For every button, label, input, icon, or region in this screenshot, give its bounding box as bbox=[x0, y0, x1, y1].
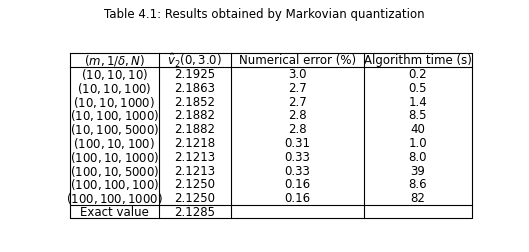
Text: $(100,10,1000)$: $(100,10,1000)$ bbox=[70, 149, 159, 164]
Text: Table 4.1: Results obtained by Markovian quantization: Table 4.1: Results obtained by Markovian… bbox=[104, 8, 425, 20]
Text: 3.0: 3.0 bbox=[288, 68, 306, 81]
Text: 0.33: 0.33 bbox=[284, 150, 310, 163]
Text: 2.1213: 2.1213 bbox=[174, 150, 215, 163]
Text: Numerical error (%): Numerical error (%) bbox=[239, 54, 356, 67]
Text: 1.0: 1.0 bbox=[408, 136, 427, 149]
Text: 8.6: 8.6 bbox=[408, 178, 427, 191]
Text: 0.16: 0.16 bbox=[284, 178, 311, 191]
Text: $(10,10,1000)$: $(10,10,1000)$ bbox=[74, 94, 156, 109]
Text: 2.1218: 2.1218 bbox=[174, 136, 215, 149]
Text: 0.16: 0.16 bbox=[284, 191, 311, 204]
Text: $(100,10,100)$: $(100,10,100)$ bbox=[74, 135, 156, 150]
Text: $(10,10,100)$: $(10,10,100)$ bbox=[77, 80, 152, 95]
Text: 82: 82 bbox=[411, 191, 425, 204]
Text: 8.0: 8.0 bbox=[408, 150, 427, 163]
Text: $(10,10,10)$: $(10,10,10)$ bbox=[81, 67, 148, 82]
Text: 2.1882: 2.1882 bbox=[174, 109, 215, 122]
Text: 0.5: 0.5 bbox=[408, 81, 427, 94]
Text: 2.1925: 2.1925 bbox=[174, 68, 215, 81]
Text: 0.31: 0.31 bbox=[284, 136, 310, 149]
Text: Algorithm time (s): Algorithm time (s) bbox=[364, 54, 472, 67]
Text: $\hat{v}_2(0, 3.0)$: $\hat{v}_2(0, 3.0)$ bbox=[167, 51, 222, 69]
Text: $(100,100,1000)$: $(100,100,1000)$ bbox=[66, 190, 163, 205]
Text: 39: 39 bbox=[411, 164, 425, 177]
Text: 2.8: 2.8 bbox=[288, 123, 306, 136]
Text: Exact value: Exact value bbox=[80, 205, 149, 218]
Text: 2.8: 2.8 bbox=[288, 109, 306, 122]
Text: 2.1852: 2.1852 bbox=[174, 95, 215, 108]
Text: 0.2: 0.2 bbox=[408, 68, 427, 81]
Text: 2.1863: 2.1863 bbox=[174, 81, 215, 94]
Text: $(m, 1/\delta, N)$: $(m, 1/\delta, N)$ bbox=[84, 53, 145, 68]
Text: 0.33: 0.33 bbox=[284, 164, 310, 177]
Text: $(10,100,1000)$: $(10,100,1000)$ bbox=[70, 108, 159, 123]
Text: 1.4: 1.4 bbox=[408, 95, 427, 108]
Text: 2.1285: 2.1285 bbox=[174, 205, 215, 218]
Text: 2.7: 2.7 bbox=[288, 95, 307, 108]
Text: 2.1250: 2.1250 bbox=[174, 191, 215, 204]
Text: 8.5: 8.5 bbox=[408, 109, 427, 122]
Text: 40: 40 bbox=[411, 123, 425, 136]
Text: $(100,10,5000)$: $(100,10,5000)$ bbox=[70, 163, 159, 178]
Text: 2.1213: 2.1213 bbox=[174, 164, 215, 177]
Text: $(100,100,100)$: $(100,100,100)$ bbox=[70, 177, 159, 192]
Text: $(10,100,5000)$: $(10,100,5000)$ bbox=[70, 122, 159, 137]
Text: 2.1882: 2.1882 bbox=[174, 123, 215, 136]
Text: 2.7: 2.7 bbox=[288, 81, 307, 94]
Text: 2.1250: 2.1250 bbox=[174, 178, 215, 191]
